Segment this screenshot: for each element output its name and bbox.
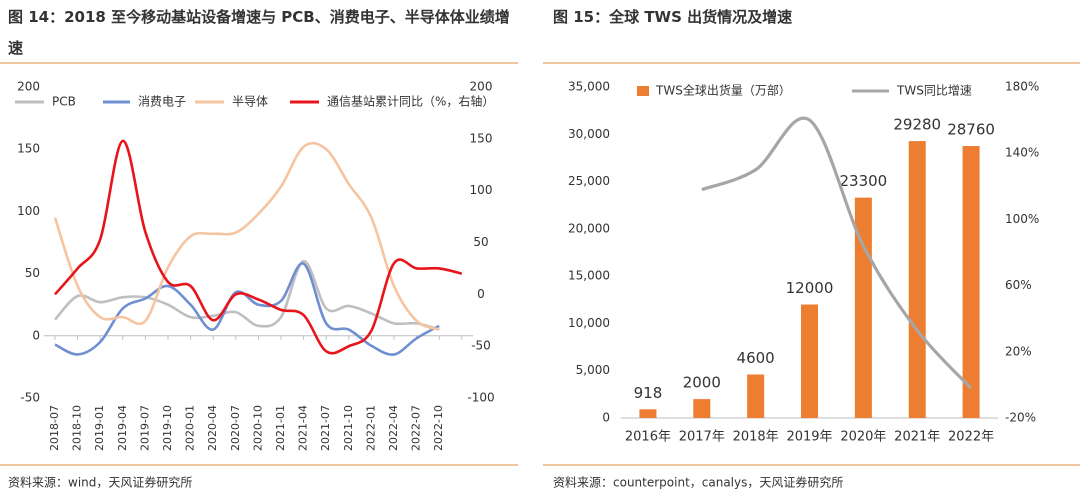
- data-label: 2000: [683, 374, 721, 392]
- source: 资料来源：counterpoint，canalys，天风证券研究所: [553, 475, 843, 490]
- y2-tick-label: 60%: [1005, 278, 1032, 292]
- y-tick-label: 20,000: [568, 221, 610, 235]
- y-tick-label: -50: [20, 391, 40, 405]
- y-tick-label: 30,000: [568, 127, 610, 141]
- x-tick-label: 2021-01: [274, 405, 287, 451]
- bar: [639, 409, 657, 418]
- y2-tick-label: 140%: [1005, 146, 1039, 160]
- bar: [801, 304, 819, 418]
- x-tick-label: 2020-01: [184, 405, 197, 451]
- x-tick-label: 2018-10: [71, 405, 84, 451]
- x-tick-label: 2019-10: [161, 405, 174, 451]
- legend-label: PCB: [52, 95, 76, 109]
- y-tick-label: 200: [17, 80, 40, 94]
- y-tick-label: 50: [25, 266, 40, 280]
- y-tick-label: 100: [17, 204, 40, 218]
- x-tick-label: 2016年: [625, 430, 671, 445]
- y2-tick-label: 180%: [1005, 80, 1039, 94]
- y-tick-label: 25,000: [568, 174, 610, 188]
- x-tick-label: 2021-07: [319, 405, 332, 451]
- line: [53, 141, 440, 331]
- y2-tick-label: 100%: [1005, 212, 1039, 226]
- line: [701, 116, 973, 390]
- y-tick-label: 0: [602, 411, 610, 425]
- y2-tick-label: 50: [473, 235, 488, 249]
- x-tick-label: 2022-07: [410, 405, 423, 451]
- y-tick-label: 10,000: [568, 316, 610, 330]
- x-tick-label: 2022-10: [432, 405, 445, 451]
- data-label: 28760: [947, 121, 995, 139]
- x-tick-label: 2020-04: [206, 405, 219, 451]
- x-tick-label: 2018-07: [48, 405, 61, 451]
- bar: [693, 399, 711, 418]
- x-tick-label: 2021-10: [342, 405, 355, 451]
- y2-tick-label: 0: [477, 287, 485, 301]
- x-tick-label: 2021年: [894, 430, 940, 445]
- y2-tick-label: 20%: [1005, 344, 1032, 358]
- legend-swatch: [637, 86, 649, 96]
- x-tick-label: 2019-04: [116, 405, 129, 451]
- x-tick-label: 2022-01: [364, 405, 377, 451]
- chart-title: 图 15：全球 TWS 出货情况及增速: [553, 8, 793, 26]
- data-label: 23300: [840, 172, 888, 190]
- x-tick-label: 2022年: [948, 430, 994, 445]
- x-tick-label: 2022-04: [387, 405, 400, 451]
- bar: [962, 146, 980, 418]
- chart-title: 图 14：2018 至今移动基站设备增速与 PCB、消费电子、半导体体业绩增速: [8, 8, 510, 57]
- data-label: 12000: [786, 279, 834, 297]
- x-tick-label: 2021-04: [297, 405, 310, 451]
- data-label: 918: [634, 384, 663, 402]
- y-tick-label: 15,000: [568, 269, 610, 283]
- legend-label: TWS同比增速: [896, 84, 972, 98]
- legend-label: 通信基站累计同比（%，右轴）: [327, 94, 494, 109]
- line: [54, 259, 440, 331]
- x-tick-label: 2020-10: [251, 405, 264, 451]
- y2-tick-label: 150: [470, 131, 493, 145]
- y2-tick-label: 100: [470, 183, 493, 197]
- y2-tick-label: -100: [467, 391, 494, 405]
- x-tick-label: 2020年: [840, 430, 886, 445]
- x-tick-label: 2019-01: [93, 405, 106, 451]
- bar: [908, 141, 926, 419]
- y2-tick-label: -20%: [1005, 411, 1036, 425]
- y2-tick-label: 200: [470, 80, 493, 94]
- x-tick-label: 2019年: [786, 430, 832, 445]
- y2-tick-label: -50: [471, 339, 491, 353]
- line: [54, 262, 440, 356]
- legend-label: 半导体: [232, 95, 268, 109]
- data-label: 4600: [737, 349, 775, 367]
- x-tick-label: 2019-07: [138, 405, 151, 451]
- y-tick-label: 150: [17, 142, 40, 156]
- y-tick-label: 5,000: [576, 363, 610, 377]
- line: [54, 139, 463, 355]
- legend-label: TWS全球出货量（万部）: [655, 83, 791, 98]
- data-label: 29280: [893, 116, 941, 134]
- x-tick-label: 2017年: [679, 430, 725, 445]
- bar: [747, 374, 765, 418]
- y-tick-label: 0: [32, 328, 40, 342]
- legend-label: 消费电子: [138, 95, 186, 109]
- source: 资料来源：wind，天风证券研究所: [8, 475, 192, 490]
- x-tick-label: 2018年: [733, 430, 779, 445]
- x-tick-label: 2020-07: [229, 405, 242, 451]
- y-tick-label: 35,000: [568, 80, 610, 94]
